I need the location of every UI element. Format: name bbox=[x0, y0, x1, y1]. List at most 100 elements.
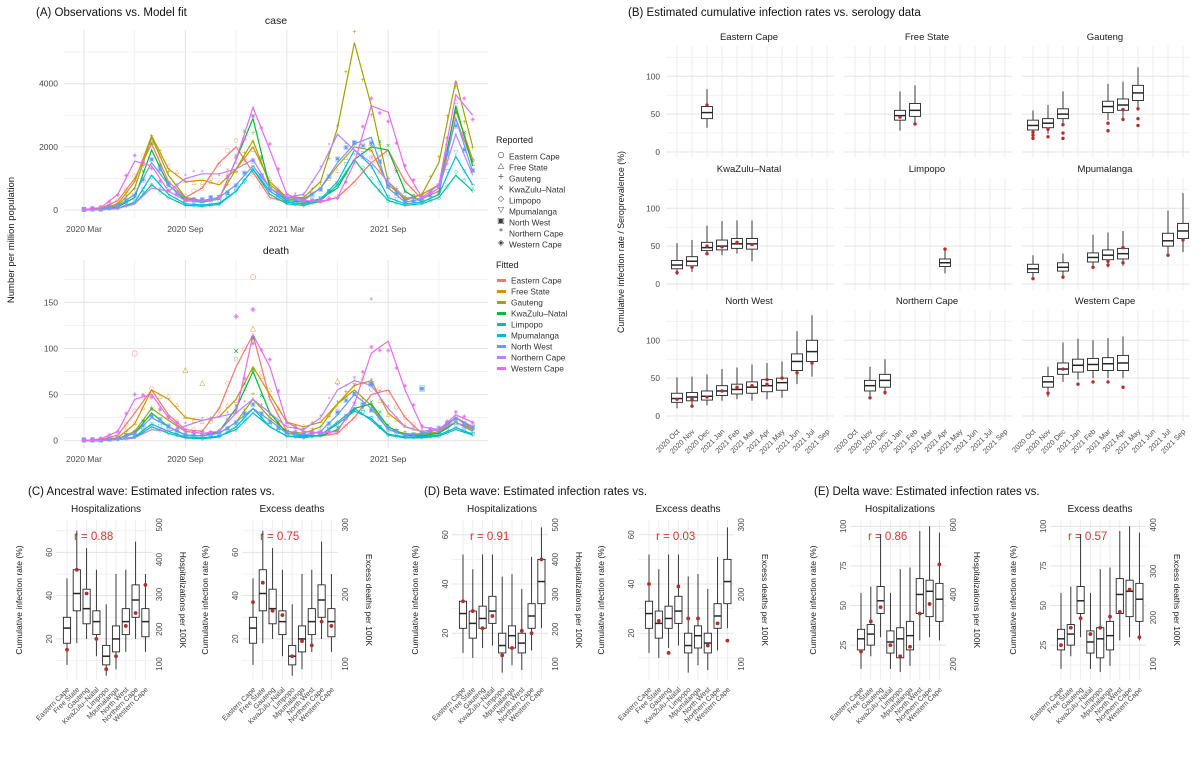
svg-text:△: △ bbox=[116, 435, 121, 441]
svg-text:◈: ◈ bbox=[192, 198, 197, 204]
svg-text:4000: 4000 bbox=[39, 79, 58, 89]
svg-text:◇: ◇ bbox=[293, 202, 298, 208]
svg-text:▽: ▽ bbox=[124, 202, 129, 208]
serology-point bbox=[1106, 263, 1110, 267]
svg-text:Cumulative infection rate (%): Cumulative infection rate (%) bbox=[14, 545, 24, 654]
svg-text:+: + bbox=[251, 392, 256, 398]
svg-text:◇: ◇ bbox=[141, 190, 146, 196]
svg-text:▽: ▽ bbox=[301, 200, 306, 206]
svg-text:0: 0 bbox=[655, 411, 660, 421]
svg-text:100: 100 bbox=[646, 203, 660, 213]
serology-point bbox=[1106, 121, 1110, 125]
svg-text:▽: ▽ bbox=[293, 434, 298, 440]
svg-text:+: + bbox=[242, 407, 247, 413]
svg-text:○: ○ bbox=[191, 427, 196, 433]
svg-text:▣: ▣ bbox=[157, 167, 162, 173]
svg-text:*: * bbox=[192, 170, 195, 176]
svg-text:▣: ▣ bbox=[115, 203, 120, 209]
svg-text:*: * bbox=[328, 397, 331, 403]
svg-text:◈: ◈ bbox=[310, 197, 315, 203]
svg-text:+: + bbox=[293, 429, 298, 435]
svg-text:KwaZulu–Natal: KwaZulu–Natal bbox=[509, 185, 565, 195]
svg-text:+: + bbox=[234, 170, 239, 176]
svg-text:◇: ◇ bbox=[285, 201, 290, 207]
svg-text:Mpumalanga: Mpumalanga bbox=[511, 331, 559, 341]
svg-text:▣: ▣ bbox=[242, 170, 247, 176]
svg-text:▣: ▣ bbox=[470, 424, 475, 430]
svg-text:200: 200 bbox=[341, 587, 350, 601]
svg-text:400: 400 bbox=[551, 552, 560, 566]
svg-text:100: 100 bbox=[646, 335, 660, 345]
svg-text:▣: ▣ bbox=[259, 173, 264, 179]
svg-text:20: 20 bbox=[441, 628, 450, 637]
svg-text:▣: ▣ bbox=[445, 421, 450, 427]
svg-text:▽: ▽ bbox=[132, 199, 137, 205]
svg-text:▣: ▣ bbox=[225, 190, 230, 196]
serology-point bbox=[1136, 116, 1140, 121]
red-dot bbox=[480, 626, 485, 631]
svg-text:◇: ◇ bbox=[327, 425, 332, 431]
svg-text:◈: ◈ bbox=[99, 205, 104, 211]
svg-text:◇: ◇ bbox=[403, 435, 408, 441]
serology-point bbox=[1046, 127, 1050, 131]
serology-point bbox=[750, 242, 754, 247]
svg-text:◈: ◈ bbox=[428, 426, 433, 432]
svg-text:◈: ◈ bbox=[90, 437, 95, 443]
svg-text:○: ○ bbox=[386, 150, 391, 156]
svg-text:▽: ▽ bbox=[335, 422, 340, 428]
svg-text:△: △ bbox=[132, 420, 137, 426]
svg-text:▽: ▽ bbox=[175, 195, 180, 201]
svg-text:◇: ◇ bbox=[470, 432, 475, 438]
svg-text:×: × bbox=[242, 382, 247, 388]
svg-text:Hospitalizations per 100K: Hospitalizations per 100K bbox=[178, 552, 188, 649]
svg-text:▽: ▽ bbox=[361, 152, 366, 158]
svg-text:*: * bbox=[116, 206, 119, 212]
svg-text:▣: ▣ bbox=[309, 192, 314, 198]
svg-text:△: △ bbox=[116, 201, 121, 207]
red-dot bbox=[1127, 587, 1132, 592]
svg-text:+: + bbox=[344, 390, 349, 396]
svg-text:△: △ bbox=[403, 422, 408, 428]
svg-text:▽: ▽ bbox=[166, 190, 171, 196]
svg-text:*: * bbox=[125, 204, 128, 210]
svg-text:▣: ▣ bbox=[318, 429, 323, 435]
svg-text:×: × bbox=[234, 153, 239, 159]
svg-text:100: 100 bbox=[341, 657, 350, 671]
svg-text:◈: ◈ bbox=[454, 409, 459, 415]
svg-text:0: 0 bbox=[53, 205, 58, 215]
svg-text:◈: ◈ bbox=[158, 178, 163, 184]
svg-text:▽: ▽ bbox=[420, 434, 425, 440]
svg-text:○: ○ bbox=[352, 181, 357, 187]
serology-point bbox=[1106, 380, 1110, 384]
svg-text:○: ○ bbox=[183, 193, 188, 199]
svg-text:▣: ▣ bbox=[293, 431, 298, 437]
svg-text:2000: 2000 bbox=[39, 142, 58, 152]
svg-text:◇: ◇ bbox=[310, 200, 315, 206]
svg-text:△: △ bbox=[394, 416, 399, 422]
svg-text:*: * bbox=[454, 420, 457, 426]
svg-text:*: * bbox=[336, 126, 339, 132]
svg-text:▣: ▣ bbox=[166, 181, 171, 187]
svg-text:▣: ▣ bbox=[394, 191, 399, 197]
svg-text:Northern Cape: Northern Cape bbox=[509, 229, 564, 239]
svg-text:Cumulative infection rate (%): Cumulative infection rate (%) bbox=[596, 545, 606, 654]
svg-text:▣: ▣ bbox=[276, 425, 281, 431]
legend: Reported ○ Eastern Cape △ Free State + Gauteng… bbox=[496, 135, 567, 374]
svg-text:▣: ▣ bbox=[377, 416, 382, 422]
svg-text:◈: ◈ bbox=[445, 419, 450, 425]
facet-North West: North West0501002020 Oct2020 Nov2020 Dec… bbox=[646, 296, 834, 456]
svg-text:◈: ◈ bbox=[352, 400, 357, 406]
svg-text:Excess deaths: Excess deaths bbox=[1067, 504, 1132, 515]
svg-text:△: △ bbox=[361, 140, 366, 146]
svg-text:△: △ bbox=[183, 414, 188, 420]
serology-point bbox=[1061, 123, 1065, 127]
svg-text:60: 60 bbox=[231, 547, 240, 556]
svg-text:▣: ▣ bbox=[436, 426, 441, 432]
svg-text:▽: ▽ bbox=[403, 200, 408, 206]
red-dot bbox=[1068, 625, 1073, 630]
red-dot bbox=[490, 614, 495, 618]
svg-text:◇: ◇ bbox=[293, 434, 298, 440]
svg-text:+: + bbox=[377, 143, 382, 149]
svg-text:*: * bbox=[471, 428, 474, 434]
svg-text:◈: ◈ bbox=[183, 197, 188, 203]
